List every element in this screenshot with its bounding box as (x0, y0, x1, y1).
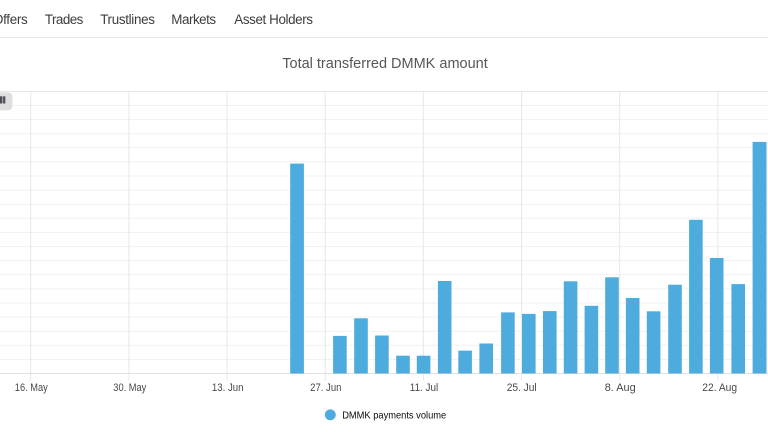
svg-text:13. Jun: 13. Jun (212, 382, 244, 394)
svg-text:16. May: 16. May (15, 382, 48, 394)
svg-text:11. Jul: 11. Jul (410, 382, 438, 394)
svg-text:DMMK payments volume: DMMK payments volume (342, 410, 446, 421)
svg-text:27. Jun: 27. Jun (310, 382, 341, 394)
svg-text:8. Aug: 8. Aug (605, 382, 636, 394)
svg-text:25. Jul: 25. Jul (507, 382, 537, 394)
svg-text:22. Aug: 22. Aug (702, 382, 737, 394)
svg-text:30. May: 30. May (113, 382, 146, 394)
